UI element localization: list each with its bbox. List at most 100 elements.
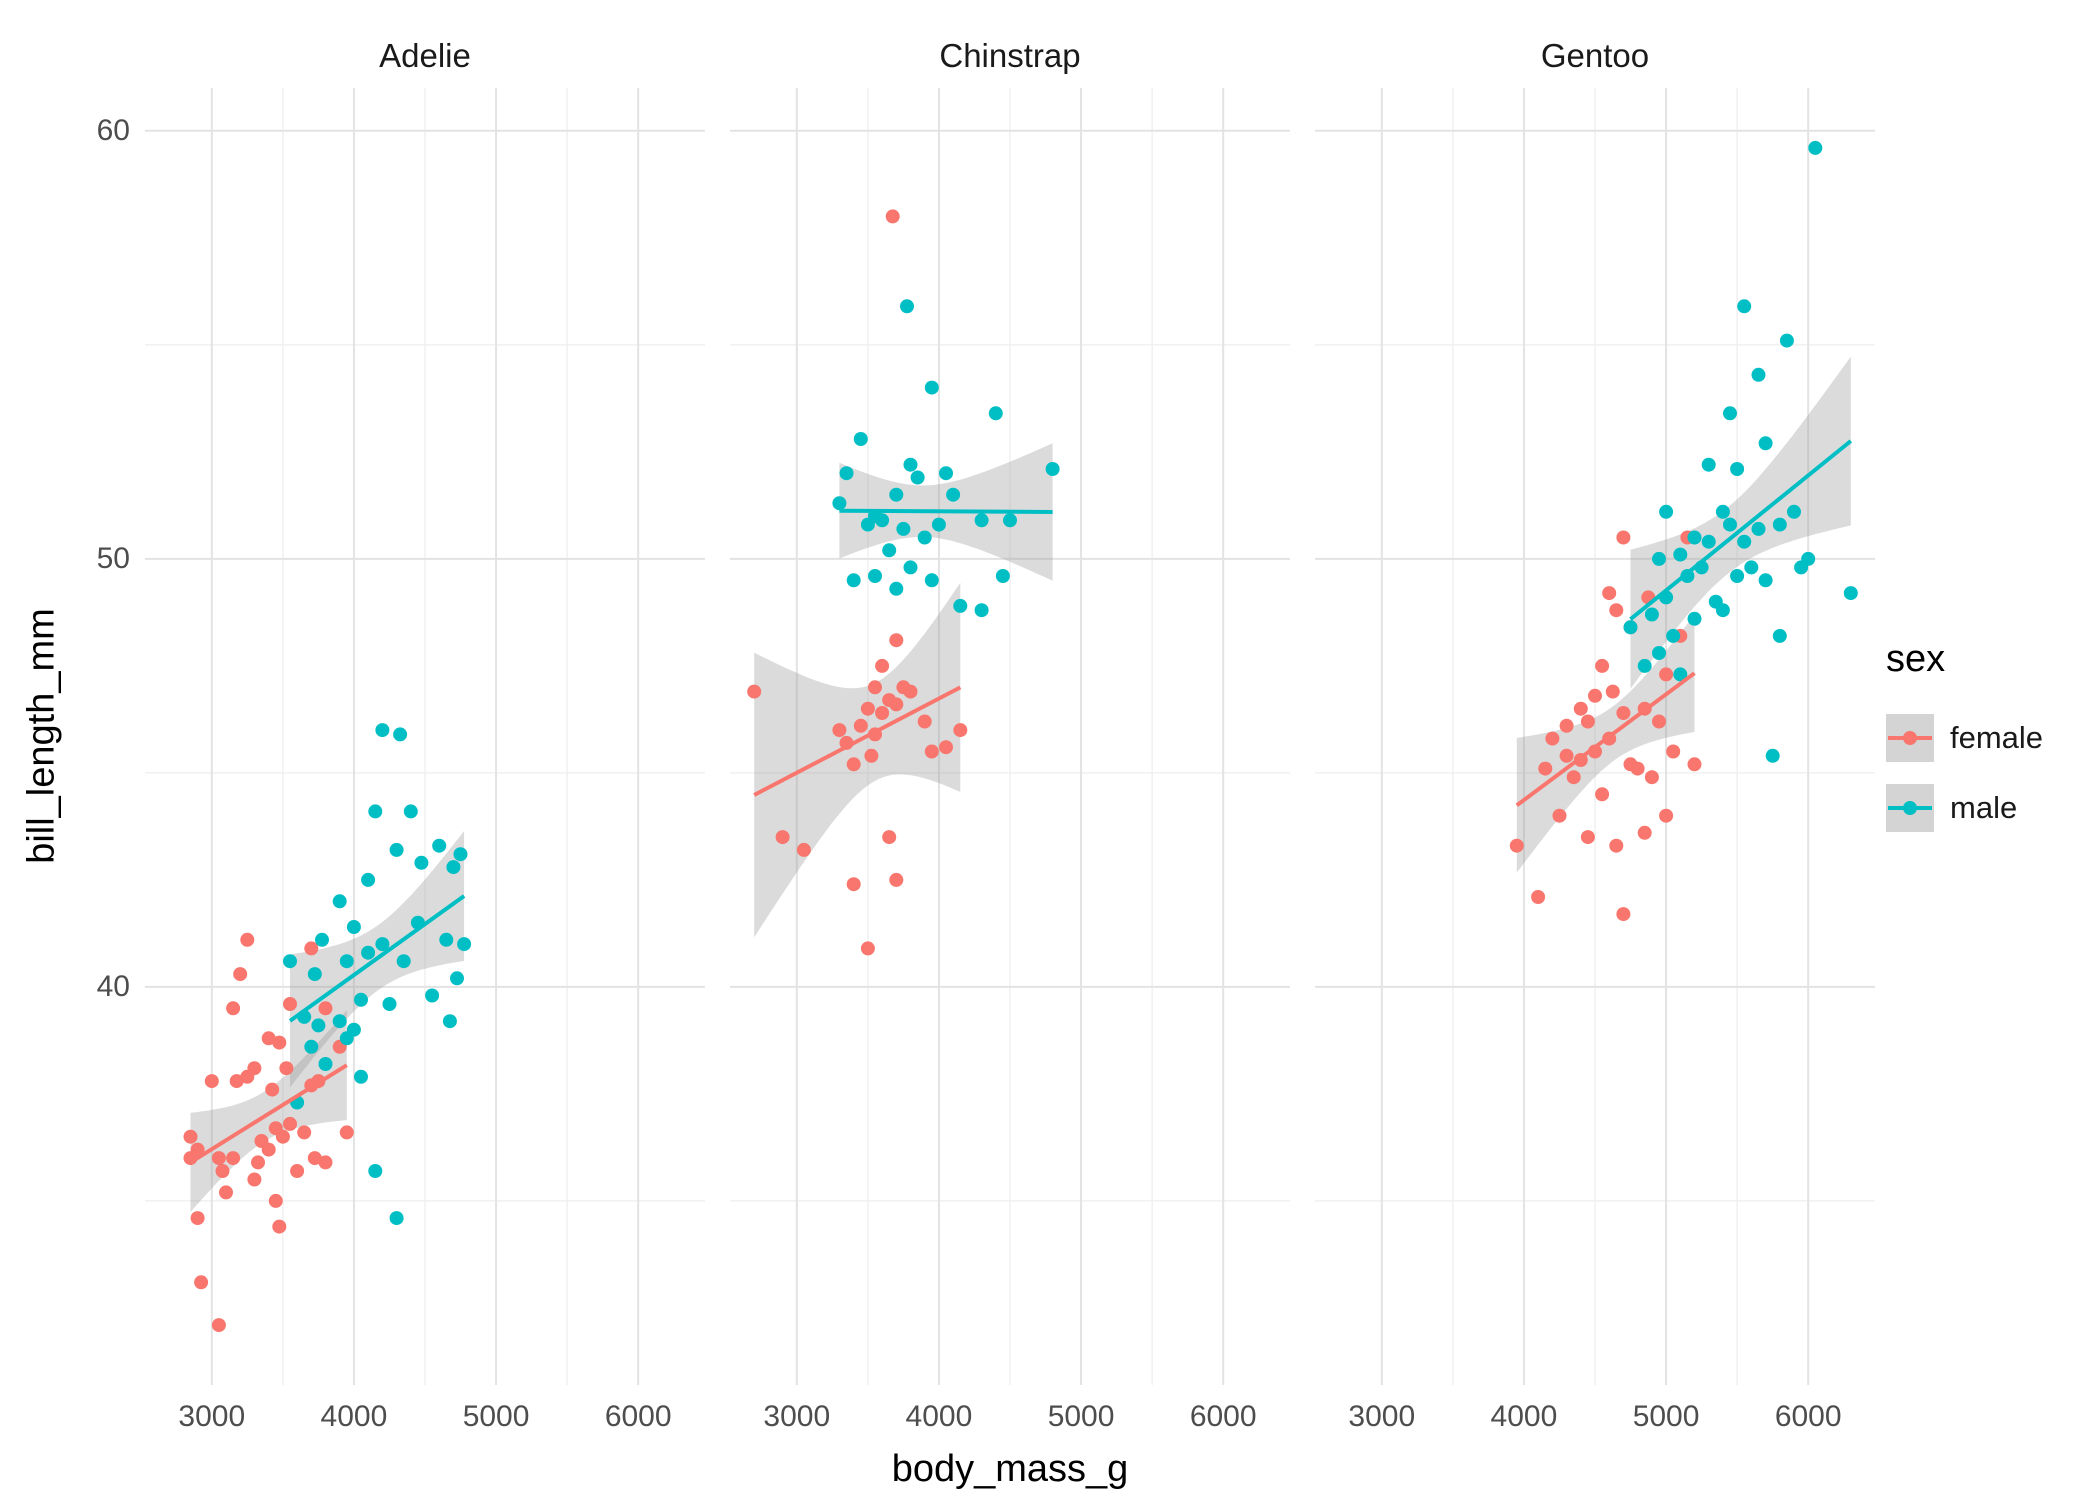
data-point	[1652, 646, 1666, 660]
data-point	[1605, 684, 1620, 699]
data-point	[1765, 748, 1780, 763]
data-point	[1772, 628, 1787, 643]
data-point	[1580, 830, 1595, 845]
data-point	[307, 967, 322, 982]
data-point	[1580, 714, 1595, 729]
data-point	[346, 1022, 361, 1037]
y-tick-label: 50	[96, 541, 130, 575]
data-point	[1659, 504, 1674, 519]
data-point	[304, 941, 319, 956]
data-point	[1616, 706, 1631, 720]
data-point	[1509, 838, 1524, 853]
legend-entry-female: female	[1886, 714, 2043, 762]
data-point	[1723, 406, 1737, 421]
gridlines-minor	[145, 88, 705, 1385]
data-point	[375, 723, 390, 738]
data-point	[1559, 748, 1574, 763]
data-point	[318, 1155, 333, 1170]
data-point	[1609, 603, 1624, 618]
facet-panel-gentoo	[1315, 88, 1875, 1385]
data-point	[1666, 628, 1681, 643]
data-point	[368, 804, 383, 819]
data-point	[272, 1035, 287, 1050]
data-point	[368, 1164, 383, 1178]
data-point	[361, 872, 376, 887]
data-point	[375, 937, 390, 952]
points-adelie-male	[283, 723, 472, 1226]
data-point	[1843, 586, 1858, 601]
data-point	[1659, 808, 1674, 823]
data-point	[1758, 436, 1773, 451]
data-point	[414, 855, 429, 870]
data-point	[939, 466, 953, 481]
data-point	[1715, 603, 1730, 618]
data-point	[924, 380, 939, 395]
data-point	[194, 1275, 209, 1290]
data-point	[1701, 534, 1716, 549]
data-point	[974, 603, 989, 618]
data-point	[875, 513, 890, 528]
data-point	[1730, 569, 1745, 583]
data-point	[261, 1142, 276, 1157]
data-point	[251, 1155, 265, 1170]
data-point	[1623, 620, 1638, 635]
data-point	[339, 954, 354, 969]
data-point	[910, 470, 925, 485]
data-point	[442, 1014, 457, 1029]
data-point	[215, 1164, 230, 1178]
y-axis-title: bill_length_mm	[20, 608, 63, 864]
data-point	[403, 804, 418, 819]
data-point	[211, 1151, 226, 1166]
data-point	[953, 598, 968, 613]
data-point	[432, 838, 447, 853]
data-point	[1595, 658, 1610, 673]
data-point	[775, 830, 790, 845]
data-point	[917, 530, 932, 545]
data-point	[226, 1151, 241, 1166]
data-point	[1566, 770, 1581, 785]
data-point	[988, 406, 1003, 421]
data-point	[846, 877, 861, 892]
data-point	[853, 432, 868, 446]
data-point	[903, 457, 918, 472]
panel-content-adelie	[145, 88, 705, 1385]
data-point	[1751, 521, 1766, 536]
data-point	[190, 1142, 205, 1157]
data-point	[1652, 551, 1666, 566]
data-point	[339, 1125, 354, 1140]
legend-key-point	[1903, 731, 1917, 745]
data-point	[346, 920, 361, 934]
data-point	[211, 1318, 226, 1333]
data-point	[1730, 462, 1745, 476]
y-tick-label: 60	[96, 113, 130, 147]
data-point	[1687, 530, 1702, 545]
trend-line-chinstrap-female	[753, 685, 962, 797]
x-tick-label: 4000	[905, 1400, 973, 1433]
data-point	[796, 842, 811, 857]
data-point	[1602, 586, 1617, 601]
facet-panel-adelie	[145, 88, 705, 1385]
data-point	[1758, 573, 1773, 588]
data-point	[1003, 513, 1017, 528]
data-point	[1637, 825, 1652, 840]
x-tick-label: 5000	[1047, 1400, 1115, 1433]
data-point	[307, 1151, 322, 1166]
data-point	[382, 997, 397, 1011]
data-point	[1666, 744, 1681, 759]
data-point	[1644, 770, 1659, 785]
data-point	[1673, 547, 1688, 562]
data-point	[261, 1031, 276, 1046]
x-tick-label: 6000	[1189, 1400, 1257, 1433]
data-point	[1045, 462, 1060, 476]
data-point	[272, 1219, 287, 1234]
data-point	[864, 748, 879, 763]
data-point	[1609, 838, 1624, 853]
data-point	[839, 466, 854, 481]
data-point	[450, 971, 464, 986]
data-point	[1637, 658, 1652, 673]
legend-label-female: female	[1950, 720, 2044, 755]
data-point	[283, 1116, 297, 1131]
data-point	[946, 487, 961, 502]
gridlines-minor	[1315, 88, 1875, 1385]
legend-entry-male: male	[1886, 784, 2017, 832]
